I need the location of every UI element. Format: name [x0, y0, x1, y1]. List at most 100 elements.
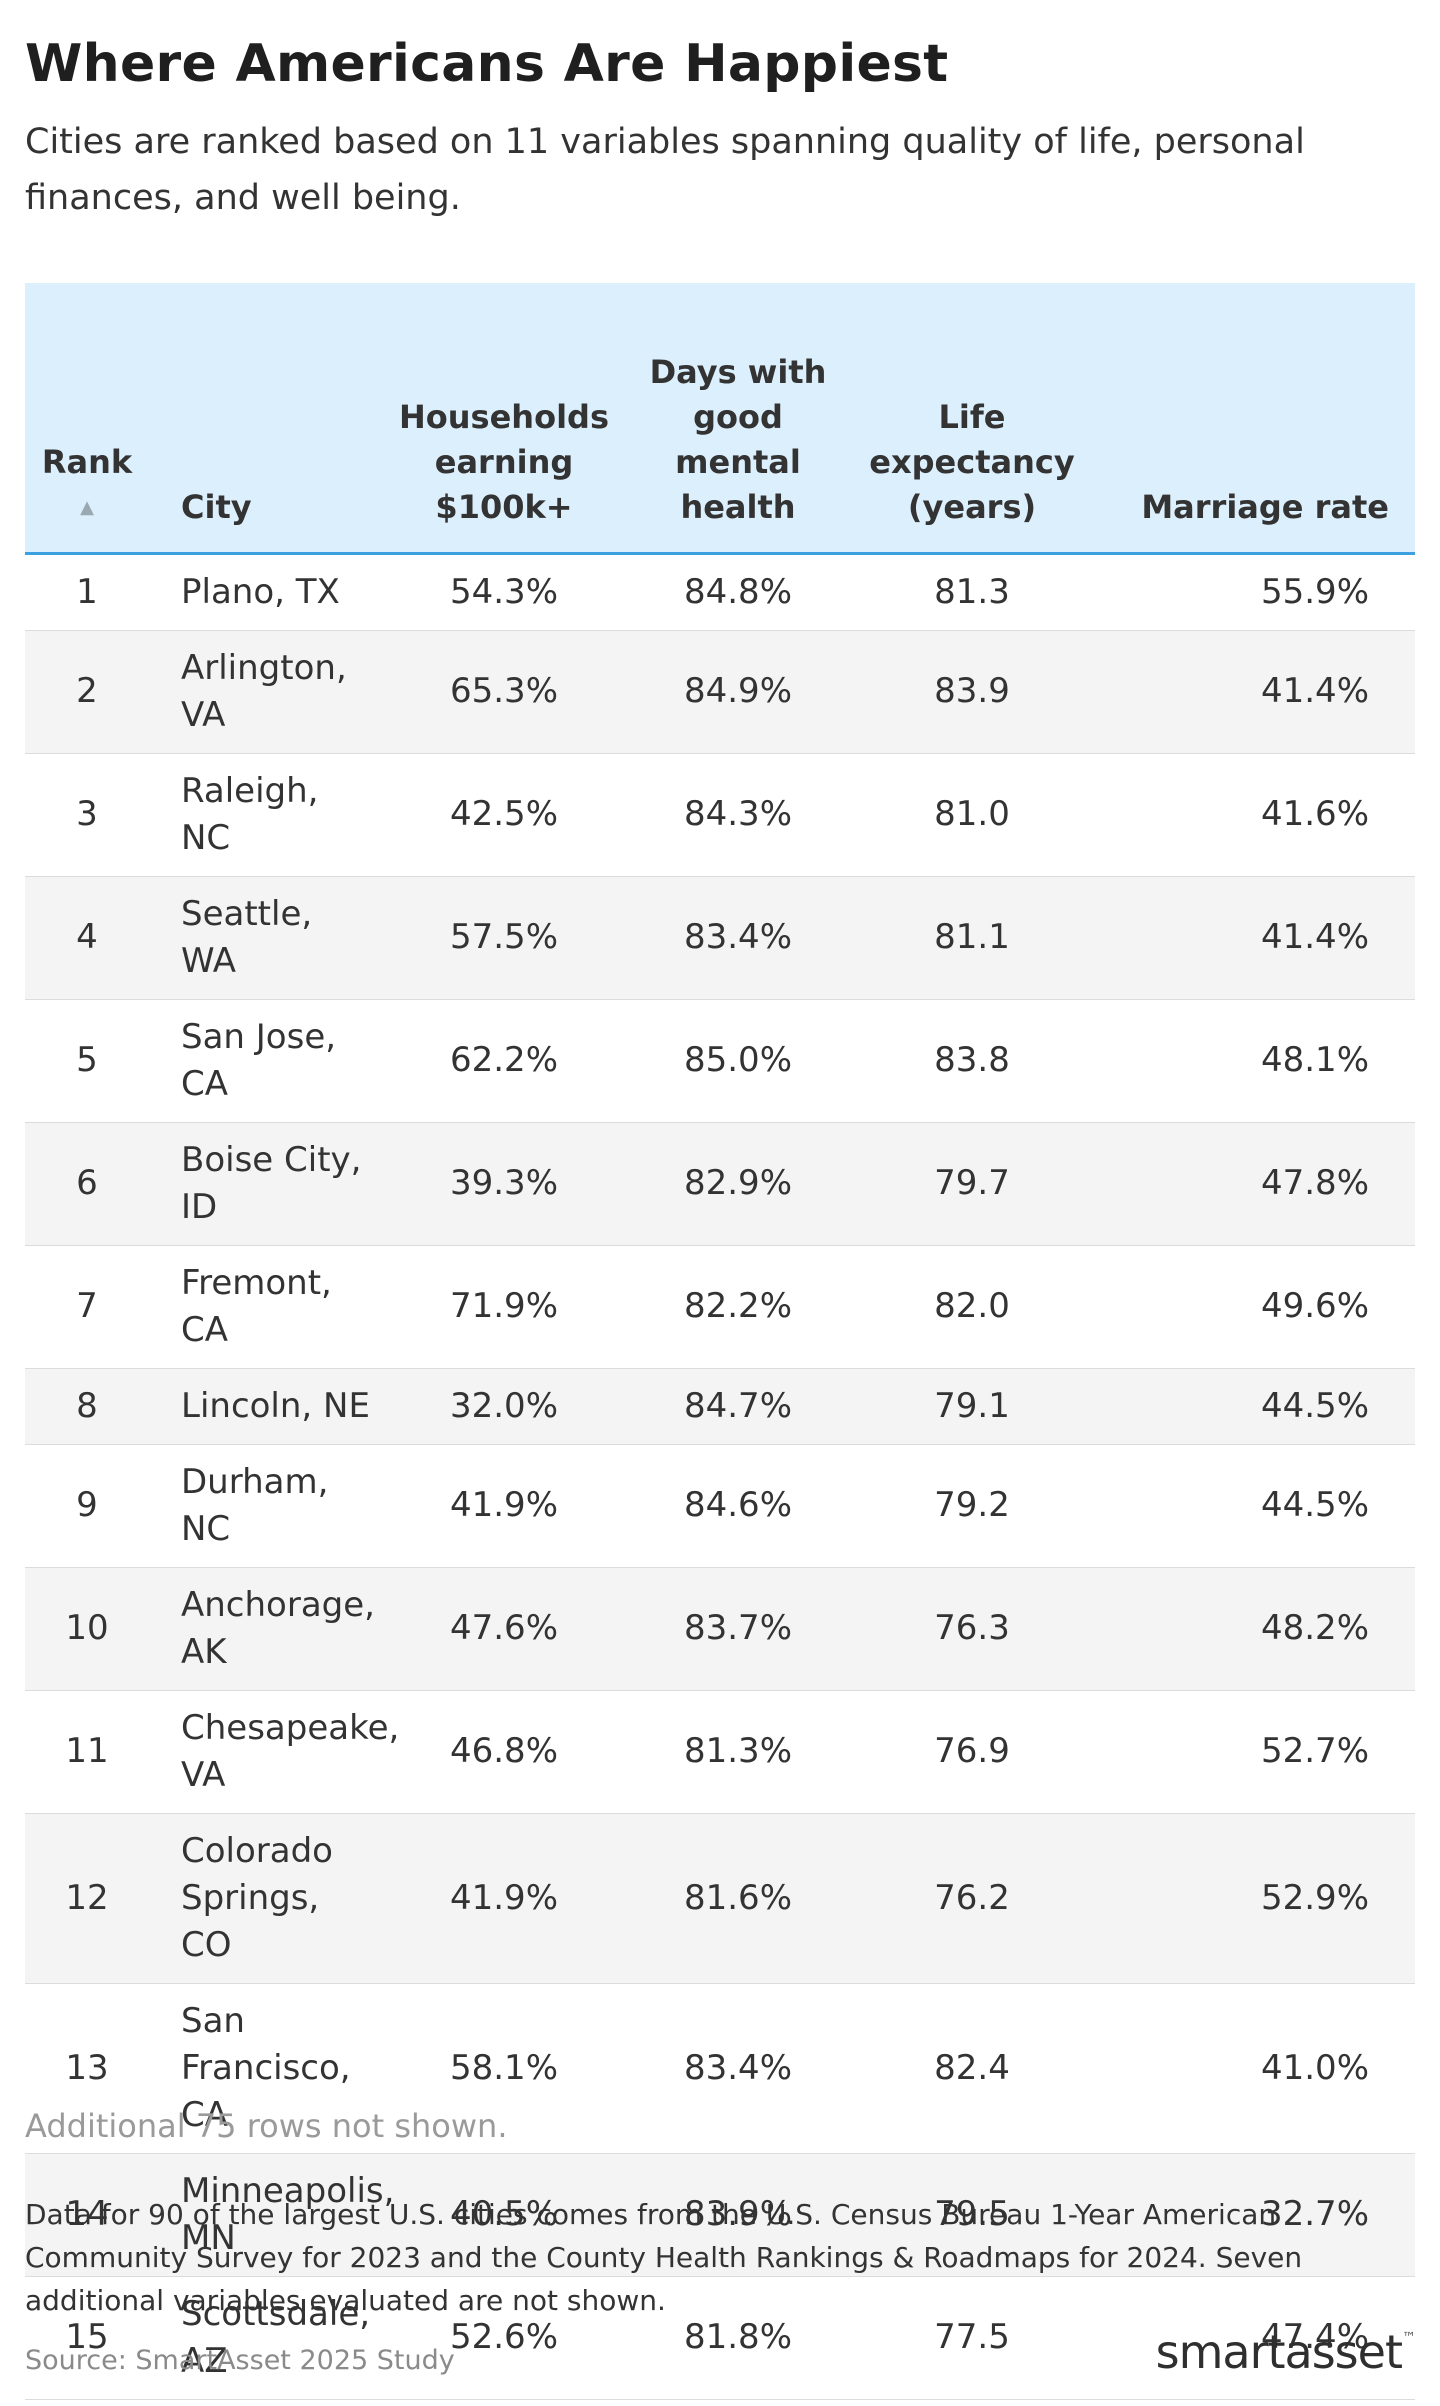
cell-life-expectancy: 76.9: [849, 1690, 1095, 1814]
cell-city: San Jose, CA: [149, 999, 381, 1123]
table-row: 7 Fremont, CA 71.9% 82.2% 82.0 49.6%: [25, 1245, 1415, 1369]
column-header-city[interactable]: City: [149, 283, 381, 555]
table-row: 15 Scottsdale, AZ 52.6% 81.8% 77.5 47.4%: [25, 2276, 1415, 2400]
table-row: 13 San Francisco, CA 58.1% 83.4% 82.4 41.0%: [25, 1983, 1415, 2154]
cell-households: 46.8%: [381, 1690, 627, 1814]
cell-life-expectancy: 83.9: [849, 630, 1095, 754]
cell-mental-health: 84.7%: [627, 1368, 849, 1445]
cell-rank: 11: [25, 1690, 149, 1814]
cell-mental-health: 85.0%: [627, 999, 849, 1123]
cell-city: Durham, NC: [149, 1444, 381, 1568]
table-row: 3 Raleigh, NC 42.5% 84.3% 81.0 41.6%: [25, 753, 1415, 877]
cell-city: Seattle, WA: [149, 876, 381, 1000]
cell-mental-health: 84.8%: [627, 553, 849, 631]
table-row: 11 Chesapeake, VA 46.8% 81.3% 76.9 52.7%: [25, 1690, 1415, 1814]
cell-households: 57.5%: [381, 876, 627, 1000]
cell-marriage-rate: 41.4%: [1095, 876, 1415, 1000]
cell-life-expectancy: 79.5: [849, 2153, 1095, 2277]
cell-life-expectancy: 82.0: [849, 1245, 1095, 1369]
table-row: 14 Minneapolis, MN 40.5% 83.9% 79.5 32.7%: [25, 2153, 1415, 2277]
column-header-marriage-rate[interactable]: Marriage rate: [1095, 283, 1415, 555]
cell-city: Scottsdale, AZ: [149, 2276, 381, 2400]
cell-marriage-rate: 49.6%: [1095, 1245, 1415, 1369]
cell-life-expectancy: 81.0: [849, 753, 1095, 877]
cell-households: 41.9%: [381, 1813, 627, 1984]
cell-households: 71.9%: [381, 1245, 627, 1369]
table-row: 9 Durham, NC 41.9% 84.6% 79.2 44.5%: [25, 1444, 1415, 1568]
cell-city: Boise City, ID: [149, 1122, 381, 1246]
table-row: 12 Colorado Springs, CO 41.9% 81.6% 76.2 52.9…: [25, 1813, 1415, 1984]
cell-mental-health: 84.9%: [627, 630, 849, 754]
cell-households: 54.3%: [381, 553, 627, 631]
cell-rank: 1: [25, 553, 149, 631]
table-body: 1 Plano, TX 54.3% 84.8% 81.3 55.9% 2 Arlington,…: [25, 553, 1415, 2400]
table-row: 10 Anchorage, AK 47.6% 83.7% 76.3 48.2%: [25, 1567, 1415, 1691]
cell-rank: 14: [25, 2153, 149, 2277]
cell-city: Raleigh, NC: [149, 753, 381, 877]
cell-life-expectancy: 81.3: [849, 553, 1095, 631]
cell-mental-health: 84.6%: [627, 1444, 849, 1568]
cell-city: Arlington, VA: [149, 630, 381, 754]
cell-mental-health: 82.2%: [627, 1245, 849, 1369]
cell-mental-health: 83.4%: [627, 876, 849, 1000]
cell-city: Minneapolis, MN: [149, 2153, 394, 2277]
cell-marriage-rate: 32.7%: [1095, 2153, 1415, 2277]
table-row: 8 Lincoln, NE 32.0% 84.7% 79.1 44.5%: [25, 1368, 1415, 1445]
cell-life-expectancy: 79.2: [849, 1444, 1095, 1568]
column-header-households[interactable]: Households earning $100k+: [381, 283, 627, 555]
cell-rank: 4: [25, 876, 149, 1000]
column-header-rank[interactable]: Rank ▲: [25, 283, 149, 555]
cell-life-expectancy: 83.8: [849, 999, 1095, 1123]
cell-city: Plano, TX: [149, 553, 381, 631]
cell-marriage-rate: 41.4%: [1095, 630, 1415, 754]
cell-mental-health: 84.3%: [627, 753, 849, 877]
column-header-mental-health[interactable]: Days with good mental health: [627, 283, 849, 555]
cell-rank: 5: [25, 999, 149, 1123]
cell-rank: 13: [25, 1983, 149, 2154]
cell-households: 40.5%: [381, 2153, 627, 2277]
cell-households: 62.2%: [381, 999, 627, 1123]
source-credit: Source: SmartAsset 2025 Study: [25, 2345, 455, 2376]
cell-rank: 6: [25, 1122, 149, 1246]
cell-life-expectancy: 76.2: [849, 1813, 1095, 1984]
more-rows-note: Additional 75 rows not shown.: [25, 2107, 508, 2145]
cell-marriage-rate: 41.6%: [1095, 753, 1415, 877]
cell-mental-health: 83.9%: [627, 2153, 849, 2277]
cell-households: 32.0%: [381, 1368, 627, 1445]
cell-marriage-rate: 52.9%: [1095, 1813, 1415, 1984]
cell-marriage-rate: 52.7%: [1095, 1690, 1415, 1814]
cell-life-expectancy: 77.5: [849, 2276, 1095, 2400]
cell-households: 52.6%: [381, 2276, 627, 2400]
table-row: 5 San Jose, CA 62.2% 85.0% 83.8 48.1%: [25, 999, 1415, 1123]
cell-marriage-rate: 41.0%: [1095, 1983, 1415, 2154]
chart-subtitle: Cities are ranked based on 11 variables …: [25, 122, 1305, 218]
cell-city: Colorado Springs, CO: [149, 1813, 381, 1984]
cell-rank: 7: [25, 1245, 149, 1369]
cell-life-expectancy: 79.1: [849, 1368, 1095, 1445]
table-row: 6 Boise City, ID 39.3% 82.9% 79.7 47.8%: [25, 1122, 1415, 1246]
column-header-life-expectancy[interactable]: Life expectancy (years): [849, 283, 1095, 555]
cell-rank: 3: [25, 753, 149, 877]
cell-mental-health: 83.7%: [627, 1567, 849, 1691]
cell-rank: 15: [25, 2276, 149, 2400]
cell-households: 47.6%: [381, 1567, 627, 1691]
cell-households: 65.3%: [381, 630, 627, 754]
cell-mental-health: 81.6%: [627, 1813, 849, 1984]
cell-rank: 9: [25, 1444, 149, 1568]
table-row: 1 Plano, TX 54.3% 84.8% 81.3 55.9%: [25, 553, 1415, 631]
table-row: 2 Arlington, VA 65.3% 84.9% 83.9 41.4%: [25, 630, 1415, 754]
cell-marriage-rate: 55.9%: [1095, 553, 1415, 631]
methodology-note: Data for 90 of the largest U.S. cities c…: [25, 2198, 1303, 2317]
cell-mental-health: 81.3%: [627, 1690, 849, 1814]
cell-marriage-rate: 44.5%: [1095, 1368, 1415, 1445]
cell-rank: 2: [25, 630, 149, 754]
cell-marriage-rate: 44.5%: [1095, 1444, 1415, 1568]
cell-city: Lincoln, NE: [149, 1368, 381, 1445]
chart-title: Where Americans Are Happiest: [25, 34, 949, 94]
cell-rank: 8: [25, 1368, 149, 1445]
sort-ascending-icon[interactable]: ▲: [80, 496, 94, 518]
cell-life-expectancy: 81.1: [849, 876, 1095, 1000]
cell-rank: 10: [25, 1567, 149, 1691]
ranking-table: Rank ▲ City Households earning $100k+ Da…: [25, 283, 1415, 2400]
cell-marriage-rate: 48.1%: [1095, 999, 1415, 1123]
